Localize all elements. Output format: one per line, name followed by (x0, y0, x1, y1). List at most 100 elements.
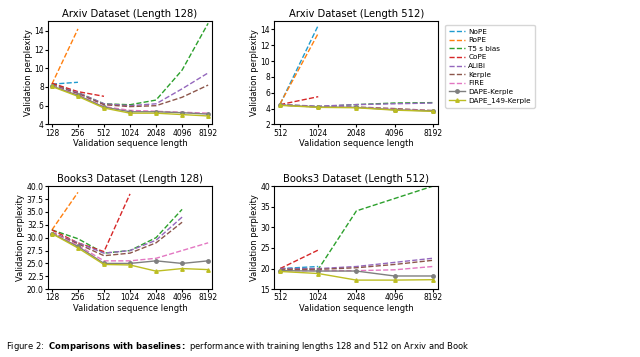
Kerple (276, 267, 284, 272)
FIRE (314, 105, 322, 109)
DAPE-Kerple (152, 110, 160, 114)
FIRE (353, 105, 360, 110)
DAPE-Kerple (179, 261, 186, 266)
Line: Kerple: Kerple (280, 260, 433, 270)
Line: Kerple: Kerple (280, 105, 433, 111)
ALiBi (74, 241, 82, 245)
DAPE-Kerple (429, 109, 436, 113)
RoPE (276, 267, 284, 272)
RoPE (314, 266, 322, 271)
DAPE_149-Kerple (179, 112, 186, 117)
Kerple (179, 220, 186, 224)
DAPE_149-Kerple (126, 111, 134, 115)
DAPE-Kerple (390, 274, 398, 278)
Line: FIRE: FIRE (280, 105, 433, 111)
DAPE-Kerple (48, 84, 56, 88)
FIRE (48, 84, 56, 88)
Kerple (48, 83, 56, 87)
ALiBi (100, 251, 108, 255)
Kerple (204, 83, 212, 87)
DAPE_149-Kerple (353, 106, 360, 110)
RoPE (74, 27, 82, 31)
DAPE-Kerple (204, 259, 212, 263)
Line: T5 s bias: T5 s bias (52, 209, 182, 253)
DAPE_149-Kerple (152, 269, 160, 273)
Kerple (276, 103, 284, 107)
T5 s bias (100, 251, 108, 255)
DAPE_149-Kerple (276, 103, 284, 107)
DAPE_149-Kerple (204, 267, 212, 272)
Line: CoPE: CoPE (52, 83, 104, 96)
T5 s bias (48, 228, 56, 232)
DAPE_149-Kerple (74, 94, 82, 99)
DAPE_149-Kerple (314, 271, 322, 276)
FIRE (100, 105, 108, 109)
T5 s bias (179, 68, 186, 72)
T5 s bias (429, 100, 436, 105)
RoPE (314, 31, 322, 35)
Title: Arxiv Dataset (Length 512): Arxiv Dataset (Length 512) (289, 9, 424, 19)
Line: DAPE_149-Kerple: DAPE_149-Kerple (278, 270, 435, 282)
DAPE-Kerple (204, 112, 212, 116)
T5 s bias (276, 266, 284, 271)
T5 s bias (100, 102, 108, 106)
Kerple (74, 242, 82, 246)
Line: CoPE: CoPE (52, 194, 130, 252)
DAPE_149-Kerple (429, 277, 436, 282)
Line: ALiBi: ALiBi (52, 217, 182, 253)
DAPE-Kerple (353, 269, 360, 273)
X-axis label: Validation sequence length: Validation sequence length (299, 139, 413, 148)
DAPE-Kerple (48, 231, 56, 236)
Line: DAPE_149-Kerple: DAPE_149-Kerple (278, 104, 435, 113)
T5 s bias (314, 105, 322, 109)
ALiBi (100, 102, 108, 106)
DAPE_149-Kerple (48, 84, 56, 89)
FIRE (48, 230, 56, 235)
ALiBi (179, 87, 186, 91)
Kerple (126, 251, 134, 255)
NoPE (276, 266, 284, 271)
T5 s bias (152, 236, 160, 240)
Kerple (314, 267, 322, 272)
DAPE_149-Kerple (429, 109, 436, 114)
DAPE_149-Kerple (204, 114, 212, 118)
CoPE (314, 95, 322, 99)
Kerple (100, 253, 108, 258)
Kerple (314, 105, 322, 109)
ALiBi (276, 266, 284, 271)
Line: NoPE: NoPE (280, 25, 318, 104)
Kerple (179, 95, 186, 99)
DAPE_149-Kerple (276, 269, 284, 273)
DAPE-Kerple (74, 93, 82, 97)
Line: DAPE_149-Kerple: DAPE_149-Kerple (50, 85, 210, 118)
ALiBi (74, 90, 82, 95)
T5 s bias (353, 209, 360, 213)
DAPE_149-Kerple (390, 278, 398, 282)
Line: DAPE-Kerple: DAPE-Kerple (278, 269, 435, 278)
Line: FIRE: FIRE (52, 86, 208, 113)
Line: CoPE: CoPE (280, 97, 318, 105)
T5 s bias (390, 101, 398, 105)
X-axis label: Validation sequence length: Validation sequence length (299, 304, 413, 313)
Line: ALiBi: ALiBi (280, 103, 433, 106)
CoPE (100, 94, 108, 99)
Kerple (100, 102, 108, 107)
ALiBi (126, 104, 134, 108)
Kerple (390, 262, 398, 267)
Kerple (48, 230, 56, 235)
CoPE (74, 90, 82, 94)
FIRE (390, 107, 398, 111)
ALiBi (429, 101, 436, 105)
FIRE (314, 268, 322, 273)
ALiBi (353, 265, 360, 269)
NoPE (276, 102, 284, 106)
CoPE (276, 266, 284, 271)
Kerple (429, 258, 436, 262)
DAPE_149-Kerple (353, 278, 360, 282)
ALiBi (353, 102, 360, 107)
RoPE (276, 102, 284, 106)
FIRE (429, 265, 436, 269)
DAPE-Kerple (353, 105, 360, 110)
Line: DAPE-Kerple: DAPE-Kerple (50, 84, 210, 116)
Line: ALiBi: ALiBi (280, 258, 433, 268)
